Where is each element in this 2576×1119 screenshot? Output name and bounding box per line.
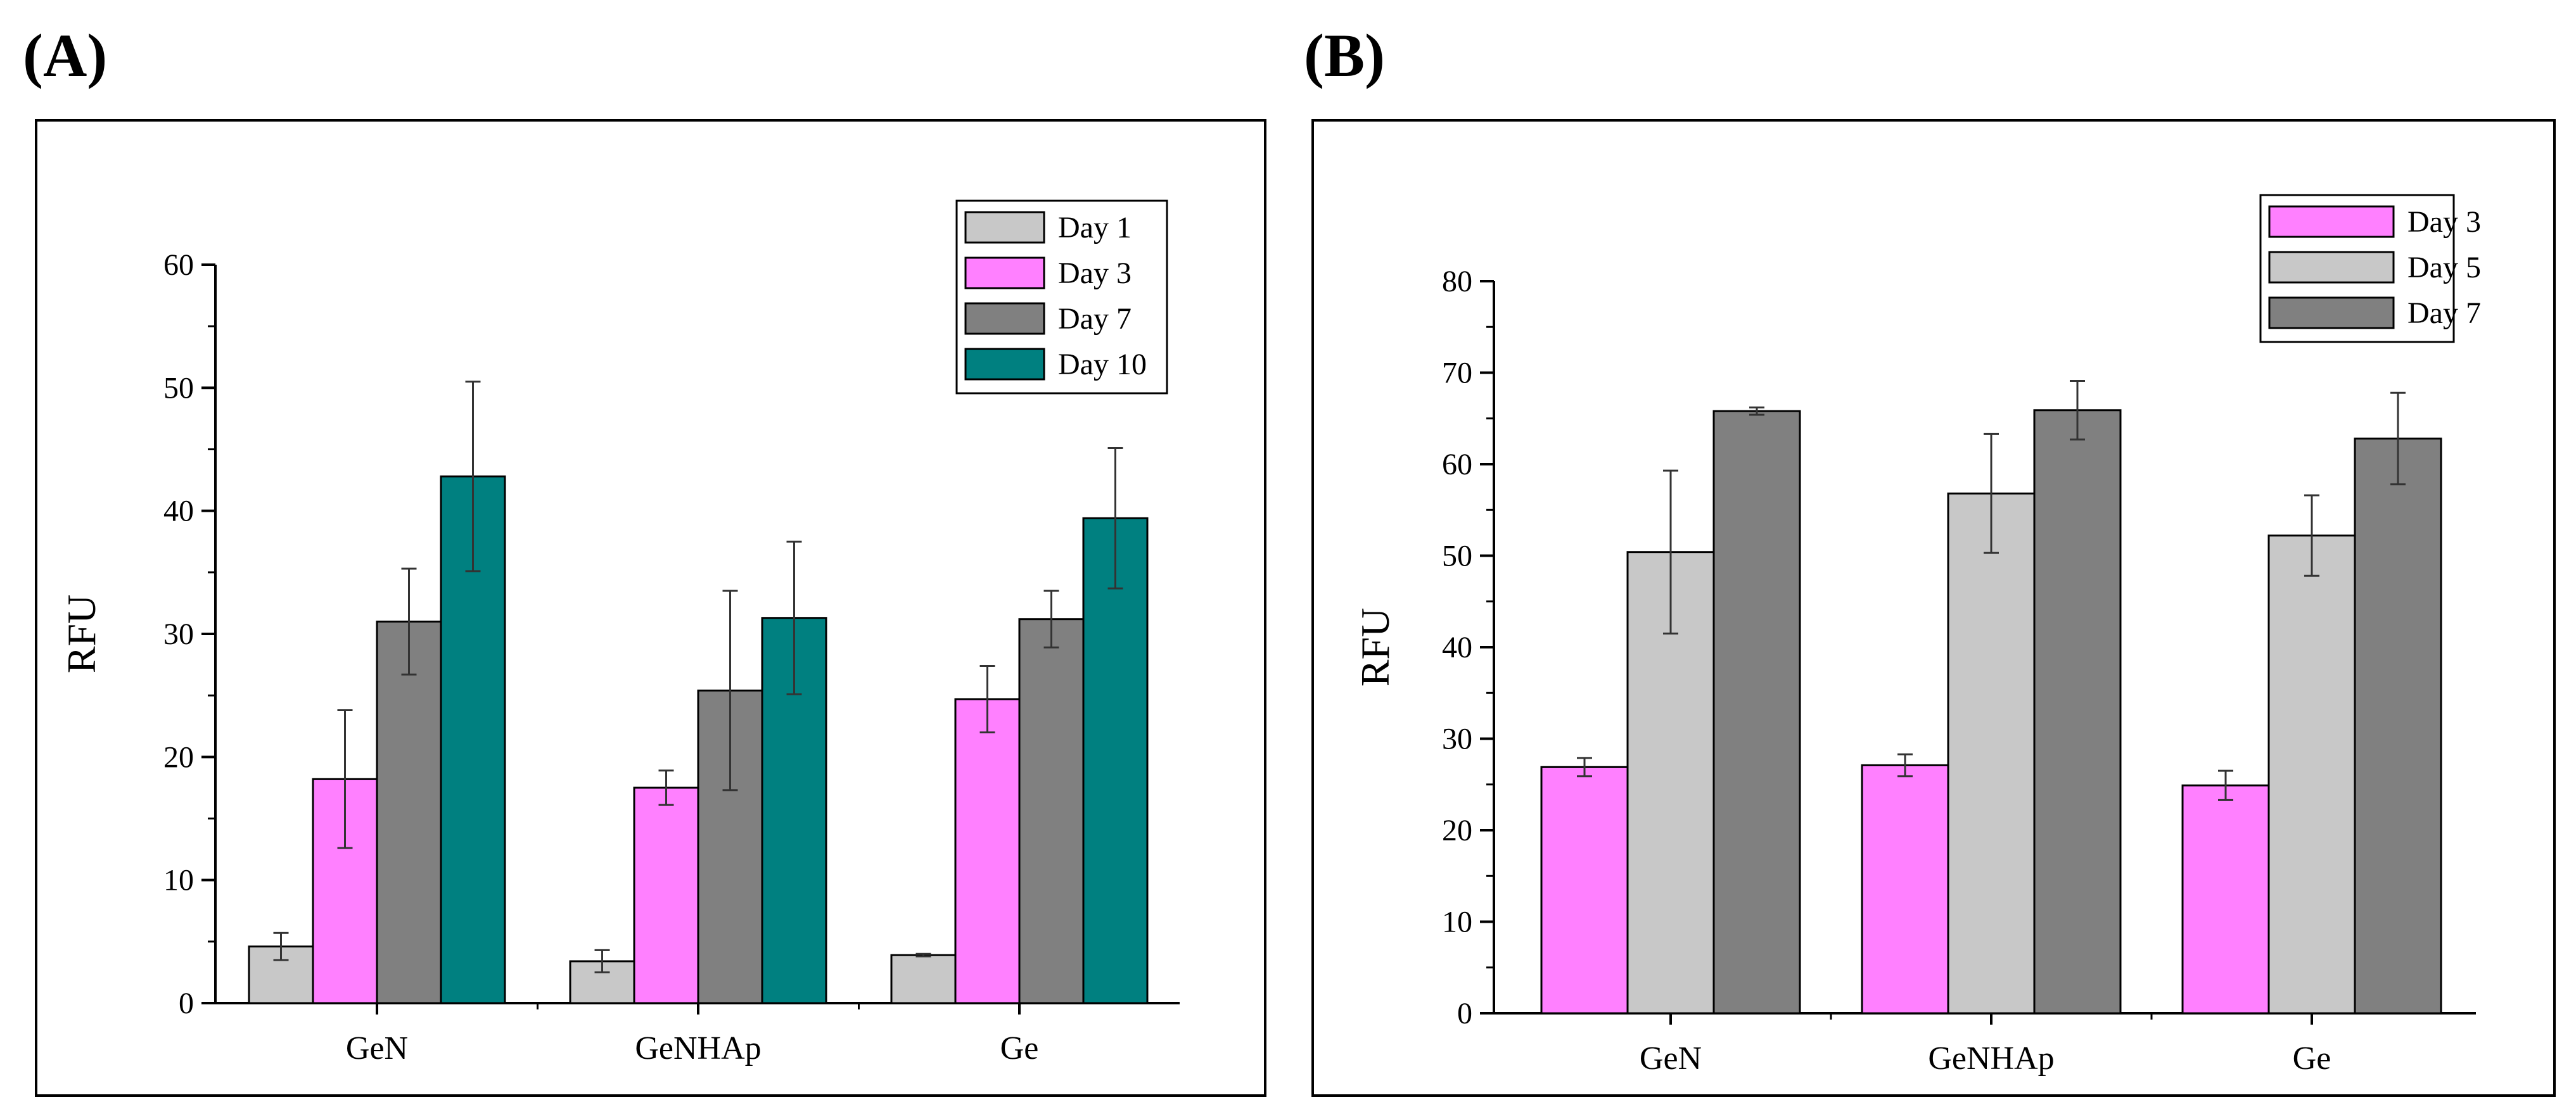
legend-label: Day 3 <box>1058 256 1132 290</box>
y-tick-label: 60 <box>1442 448 1472 481</box>
bar-day-1-ge <box>890 954 957 1004</box>
bar-day-3-genhap <box>633 787 699 1004</box>
y-axis-title: RFU <box>59 595 104 674</box>
y-tick-label: 50 <box>1442 540 1472 573</box>
bar-day-7-ge <box>1018 618 1085 1004</box>
bar-day-5-genhap <box>1947 492 2036 1015</box>
y-tick-label: 50 <box>163 371 194 405</box>
legend-swatch <box>964 211 1045 244</box>
y-tick-label: 20 <box>163 740 194 774</box>
panel-a-frame <box>35 119 1266 1097</box>
y-tick-label: 20 <box>1442 814 1472 847</box>
chart-a: 0 10 20 30 40 50 60 RFU GeN GeNHAp Ge Day 1 Day 3 Day… <box>59 199 1180 1066</box>
y-tick-label: 30 <box>1442 723 1472 756</box>
chart-b: 0 10 20 30 40 50 60 70 80 RFU GeN GeNHAp Ge Day 3 Day … <box>1353 194 2481 1077</box>
y-tick-label: 30 <box>163 617 194 651</box>
y-tick-label: 80 <box>1442 265 1472 298</box>
legend-swatch <box>964 256 1045 289</box>
y-tick-label: 70 <box>1442 357 1472 390</box>
panel-label-b: (B) <box>1304 22 1385 89</box>
legend-swatch <box>964 302 1045 335</box>
legend-label: Day 5 <box>2407 251 2481 284</box>
legend-label: Day 10 <box>1058 348 1147 381</box>
y-tick-label: 0 <box>1457 997 1472 1030</box>
y-tick-label: 10 <box>1442 906 1472 939</box>
legend-swatch <box>2268 296 2395 329</box>
x-category-label: Ge <box>1000 1030 1039 1066</box>
bar-day-7-ge <box>2354 438 2442 1015</box>
x-category-label: GeNHAp <box>635 1030 761 1066</box>
bar-day-3-ge <box>2181 784 2270 1015</box>
legend-swatch <box>964 348 1045 381</box>
bar-day-7-gen <box>376 621 442 1004</box>
bar-day-7-genhap <box>2033 409 2122 1015</box>
legend-swatch <box>2268 251 2395 284</box>
x-category-label: Ge <box>2293 1040 2331 1077</box>
y-axis-title: RFU <box>1353 608 1398 687</box>
legend-label: Day 3 <box>2407 205 2481 239</box>
x-category-label: GeN <box>1640 1040 1702 1077</box>
bar-day-3-ge <box>954 698 1021 1004</box>
panel-label-a: (A) <box>23 22 107 89</box>
x-category-label: GeN <box>346 1030 408 1066</box>
x-category-label: GeNHAp <box>1928 1040 2054 1077</box>
legend-label: Day 7 <box>2407 296 2481 330</box>
legend-label: Day 1 <box>1058 211 1132 244</box>
y-tick-label: 40 <box>163 495 194 528</box>
panel-b-frame <box>1311 119 2556 1097</box>
y-tick-label: 10 <box>163 864 194 897</box>
bar-day-3-gen <box>1540 766 1629 1015</box>
y-tick-label: 40 <box>1442 631 1472 664</box>
legend-swatch <box>2268 205 2395 238</box>
bar-day-5-ge <box>2267 534 2356 1015</box>
bar-day-7-gen <box>1712 410 1801 1015</box>
y-tick-label: 0 <box>179 987 194 1020</box>
bar-day-10-ge <box>1082 517 1149 1004</box>
legend-label: Day 7 <box>1058 302 1132 336</box>
y-tick-label: 60 <box>163 248 194 282</box>
bar-day-3-genhap <box>1861 764 1949 1015</box>
